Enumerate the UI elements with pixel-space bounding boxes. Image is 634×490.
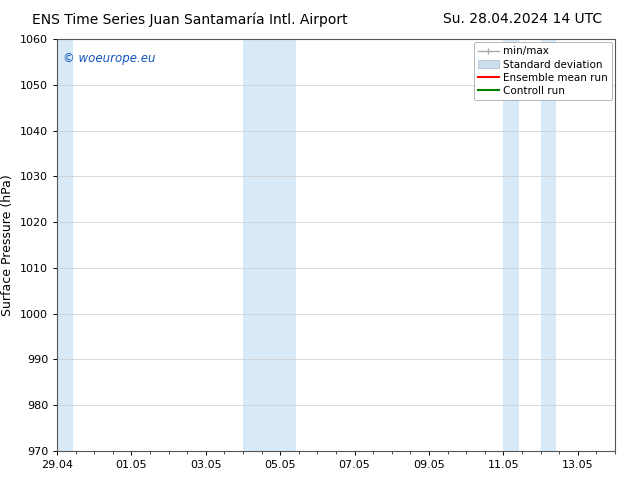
- Legend: min/max, Standard deviation, Ensemble mean run, Controll run: min/max, Standard deviation, Ensemble me…: [474, 42, 612, 100]
- Text: Su. 28.04.2024 14 UTC: Su. 28.04.2024 14 UTC: [443, 12, 602, 26]
- Text: ENS Time Series Juan Santamaría Intl. Airport: ENS Time Series Juan Santamaría Intl. Ai…: [32, 12, 347, 27]
- Bar: [57, 39, 73, 451]
- Text: © woeurope.eu: © woeurope.eu: [63, 51, 155, 65]
- Y-axis label: Surface Pressure (hPa): Surface Pressure (hPa): [1, 174, 15, 316]
- Bar: [503, 39, 519, 451]
- Bar: [541, 39, 556, 451]
- Bar: [243, 39, 296, 451]
